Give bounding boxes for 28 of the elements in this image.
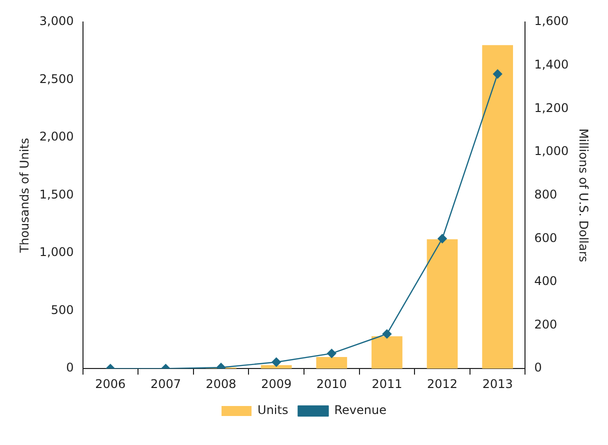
x-tick-label: 2008 [206,376,236,391]
y-tick-label: 3,000 [39,14,74,28]
y2-tick-label: 1,400 [534,57,569,72]
y2-tick-label: 1,600 [534,14,569,28]
legend-label: Revenue [334,403,386,418]
x-tick-label: 2007 [150,376,181,391]
x-tick-label: 2012 [427,376,458,391]
y-tick-label: 2,000 [39,130,74,144]
x-tick-label: 2010 [316,376,347,391]
y2-axis-title: Millions of U.S. Dollars [576,128,591,262]
y2-tick-label: 200 [534,317,558,332]
x-tick-label: 2011 [372,376,402,391]
y-tick-label: 1,000 [39,245,74,260]
y-tick-label: 500 [50,302,74,317]
y2-tick-label: 400 [534,274,558,288]
y-tick-label: 1,500 [39,187,74,202]
y2-tick-label: 800 [534,187,558,202]
y-tick-label: 2,500 [39,72,74,86]
x-tick-label: 2013 [482,376,513,391]
x-tick-label: 2006 [95,376,126,391]
y2-tick-label: 1,200 [534,100,569,115]
legend-label: Units [258,403,288,418]
x-tick-label: 2009 [261,376,292,391]
y-tick-label: 0 [66,360,74,375]
y2-tick-label: 600 [534,230,558,245]
y-axis-title: Thousands of Units [17,138,32,254]
y2-tick-label: 1,000 [534,144,569,158]
y2-tick-label: 0 [534,360,542,375]
